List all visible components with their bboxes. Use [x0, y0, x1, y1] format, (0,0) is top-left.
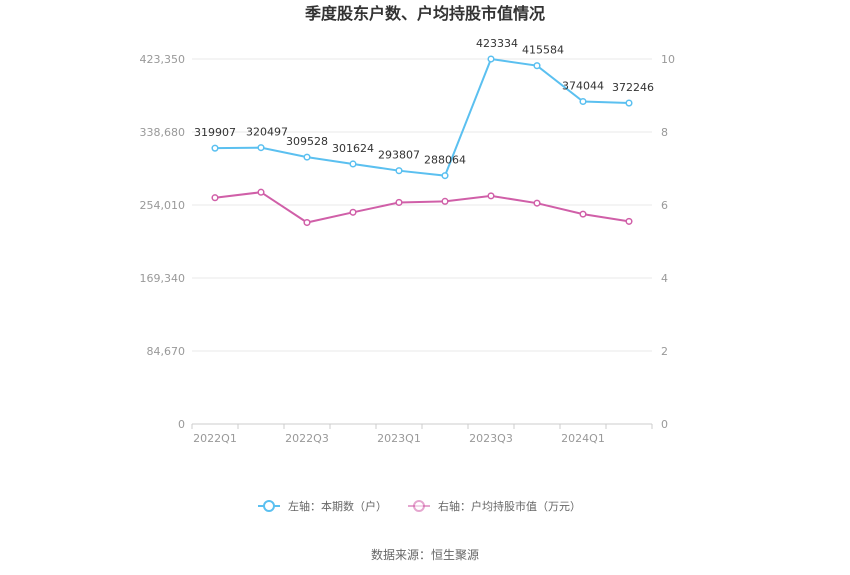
left-axis-tick-label: 0	[178, 418, 185, 431]
x-axis-tick-label: 2022Q3	[285, 432, 329, 445]
data-point	[303, 218, 311, 227]
right-axis-tick-label: 0	[661, 418, 668, 431]
data-point	[533, 62, 541, 70]
x-axis-tick-label: 2022Q1	[193, 432, 237, 445]
left-axis-tick-label: 338,680	[140, 126, 186, 139]
data-point	[349, 208, 357, 216]
grid-lines	[192, 58, 652, 425]
data-point	[349, 160, 357, 168]
data-point	[303, 153, 311, 161]
right-axis-tick-label: 6	[661, 199, 668, 212]
data-label: 372246	[612, 81, 654, 94]
data-point	[579, 210, 587, 218]
x-axis-tick-label: 2024Q1	[561, 432, 605, 445]
data-label: 309528	[286, 135, 328, 148]
data-point	[487, 55, 495, 63]
legend[interactable]: 左轴：本期数（户） 右轴：户均持股市值（万元）	[258, 499, 581, 513]
data-point	[257, 188, 265, 196]
series-line-0	[214, 57, 630, 177]
data-label: 319907	[194, 126, 236, 139]
data-point	[211, 144, 219, 152]
data-label: 320497	[246, 126, 288, 139]
left-axis-tick-label: 84,670	[147, 345, 186, 358]
data-source: 数据来源：恒生聚源	[371, 547, 479, 562]
data-point	[533, 199, 541, 207]
data-point	[211, 194, 219, 202]
right-axis-tick-label: 4	[661, 272, 668, 285]
series-line-1	[214, 191, 630, 224]
left-axis-tick-label: 423,350	[140, 53, 186, 66]
data-label: 293807	[378, 149, 420, 162]
x-axis-tick-label: 2023Q3	[469, 432, 513, 445]
data-point	[441, 197, 449, 205]
x-axis-tick-label: 2023Q1	[377, 432, 421, 445]
data-label: 374044	[562, 80, 604, 93]
left-axis-tick-label: 169,340	[140, 272, 186, 285]
data-label: 423334	[476, 37, 518, 50]
data-label: 415584	[522, 44, 564, 57]
legend-label: 左轴：本期数（户）	[288, 499, 387, 513]
right-axis-tick-label: 2	[661, 345, 668, 358]
data-point	[579, 97, 587, 106]
data-point	[257, 144, 265, 152]
data-point	[395, 167, 403, 175]
legend-marker	[413, 500, 425, 512]
right-axis-tick-label: 8	[661, 126, 668, 139]
legend-item-1[interactable]: 右轴：户均持股市值（万元）	[408, 499, 581, 513]
legend-marker	[263, 500, 275, 512]
data-point	[625, 99, 633, 107]
data-point	[395, 198, 403, 206]
legend-label: 右轴：户均持股市值（万元）	[438, 499, 581, 513]
data-point	[625, 217, 633, 225]
chart-title: 季度股东户数、户均持股市值情况	[304, 4, 545, 23]
data-label: 301624	[332, 142, 374, 155]
data-point	[441, 172, 449, 180]
left-axis-tick-label: 254,010	[140, 199, 186, 212]
axes: 0 0 84,670 2 169,340 4 254,010 6 338,680 8 423,350…	[140, 53, 676, 445]
right-axis-tick-label: 10	[661, 53, 675, 66]
data-label: 288064	[424, 154, 466, 167]
data-point	[487, 192, 495, 200]
legend-item-0[interactable]: 左轴：本期数（户）	[258, 499, 387, 513]
